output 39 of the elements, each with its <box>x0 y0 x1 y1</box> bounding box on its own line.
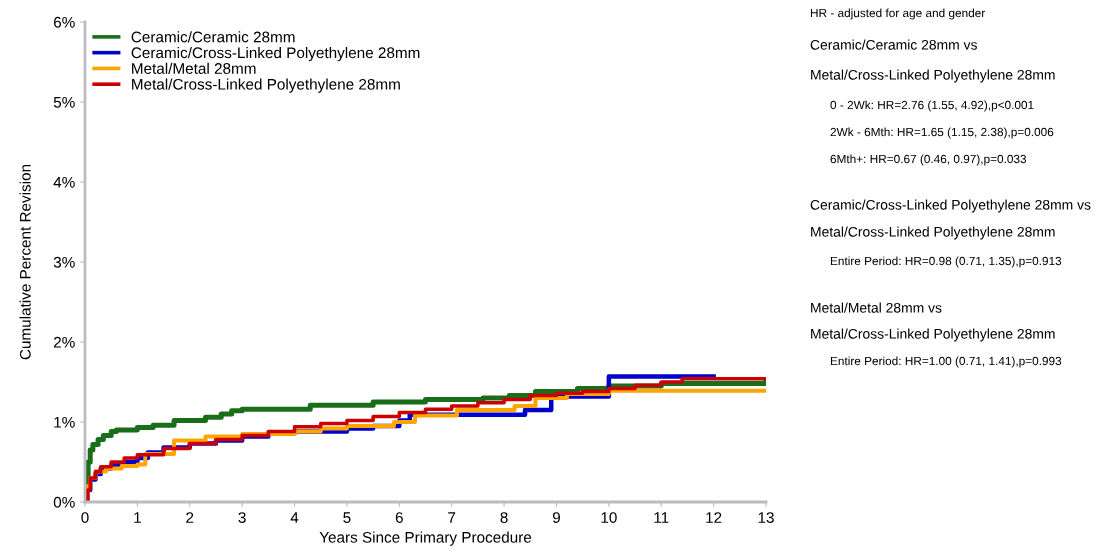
text: 6Mth+: HR=0.67 (0.46, 0.97),p=0.033 <box>830 154 1027 166</box>
legend-label: Metal/Cross-Linked Polyethylene 28mm <box>132 78 400 93</box>
legend-label: Ceramic/Cross-Linked Polyethylene 28mm <box>131 46 420 62</box>
y-tick-label: 0% <box>53 496 75 508</box>
x-axis-title: Years Since Primary Procedure <box>319 531 532 546</box>
x-tick-label: 10 <box>601 512 617 523</box>
text: 0 - 2Wk: HR=2.76 (1.55, 4.92),p<0.001 <box>830 100 1034 112</box>
x-tick-label: 7 <box>448 512 456 523</box>
x-tick-label: 11 <box>654 512 669 523</box>
y-tick-label: 6% <box>53 16 75 28</box>
text: Metal/Cross-Linked Polyethylene 28mm <box>811 69 1055 83</box>
text: Entire Period: HR=1.00 (0.71, 1.41),p=0.993 <box>830 356 1062 368</box>
x-tick-label: 5 <box>343 512 351 523</box>
y-axis-title: Cumulative Percent Revision <box>19 164 31 360</box>
text: Ceramic/Ceramic 28mm vs <box>810 39 977 50</box>
text: Entire Period: HR=0.98 (0.71, 1.35),p=0.913 <box>830 256 1062 268</box>
x-tick-label: 2 <box>186 512 194 523</box>
text: Metal/Cross-Linked Polyethylene 28mm <box>811 328 1055 342</box>
x-tick-label: 12 <box>706 512 722 523</box>
y-tick-label: 3% <box>53 256 75 268</box>
text: Metal/Metal 28mm vs <box>811 302 942 313</box>
text: Ceramic/Cross-Linked Polyethylene 28mm vs <box>810 199 1091 213</box>
y-tick-label: 5% <box>53 96 75 108</box>
text: 2Wk - 6Mth: HR=1.65 (1.15, 2.38),p=0.006 <box>830 127 1054 139</box>
x-tick-label: 3 <box>238 512 246 523</box>
text: Metal/Cross-Linked Polyethylene 28mm <box>811 226 1055 240</box>
x-tick-label: 0 <box>81 512 89 523</box>
legend-label: Ceramic/Ceramic 28mm <box>131 31 295 43</box>
x-tick-label: 6 <box>395 512 403 523</box>
x-tick-label: 4 <box>290 512 299 523</box>
y-tick-label: 4% <box>53 176 75 188</box>
x-tick-label: 13 <box>758 512 774 523</box>
x-tick-label: 8 <box>500 512 508 523</box>
text: HR - adjusted for age and gender <box>810 8 986 20</box>
x-tick-label: 9 <box>552 512 560 523</box>
x-tick-label: 1 <box>134 512 141 523</box>
y-tick-label: 2% <box>53 336 75 348</box>
legend-label: Metal/Metal 28mm <box>132 62 256 74</box>
y-tick-label: 1% <box>54 416 75 428</box>
